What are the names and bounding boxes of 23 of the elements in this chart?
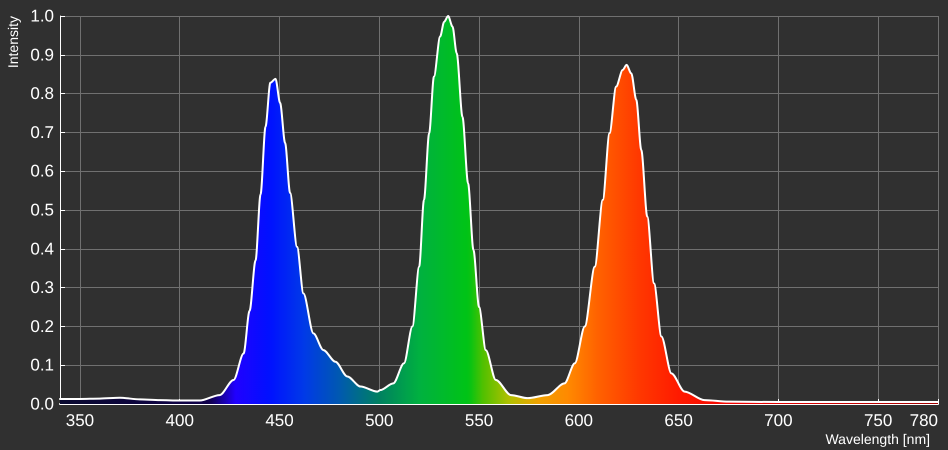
x-axis-title: Wavelength [nm]	[825, 431, 930, 447]
x-tick-label: 400	[166, 411, 194, 430]
y-tick-label: 0.2	[30, 316, 54, 336]
y-tick-label: 0.9	[30, 45, 54, 64]
y-tick-label: 0.7	[30, 122, 54, 142]
y-tick-label: 0.4	[30, 239, 54, 258]
x-tick-label: 600	[564, 411, 594, 430]
y-axis-title: Intensity	[5, 16, 21, 68]
x-tick-label: 700	[764, 411, 793, 430]
x-tick-label: 550	[464, 411, 494, 430]
y-tick-label: 0.1	[30, 356, 54, 375]
x-tick-label: 450	[265, 411, 294, 430]
y-tick-label: 0.5	[30, 200, 54, 220]
y-tick-label: 0.0	[30, 394, 54, 414]
y-tick-label: 1.0	[30, 6, 54, 26]
x-tick-label: 750	[864, 411, 892, 430]
y-tick-label: 0.8	[30, 84, 54, 104]
x-tick-label: 780	[910, 411, 938, 430]
x-tick-label: 650	[664, 411, 693, 430]
y-tick-label: 0.3	[30, 278, 54, 298]
y-tick-label: 0.6	[30, 162, 54, 181]
x-tick-label: 350	[66, 411, 94, 430]
x-tick-label: 500	[365, 411, 394, 430]
